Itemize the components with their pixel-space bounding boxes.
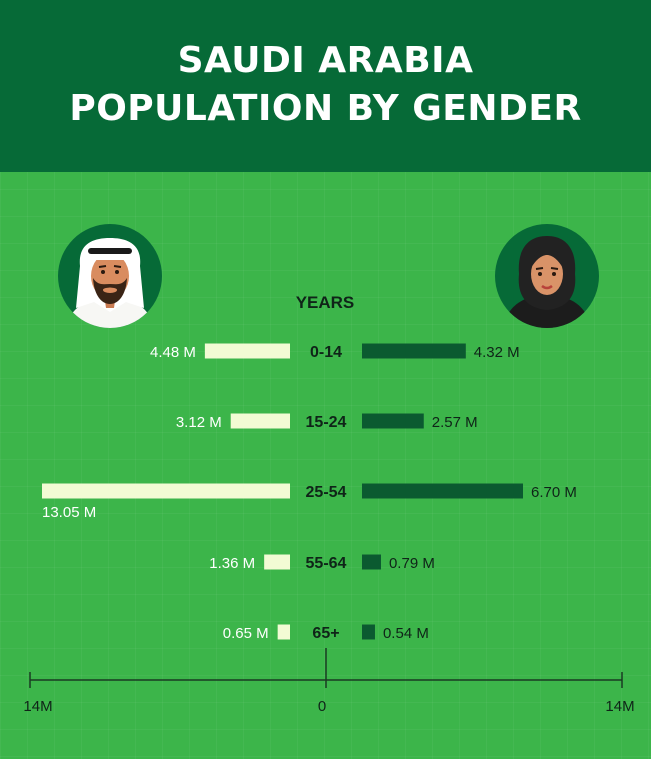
female-value-label-25-54: 6.70 M — [531, 484, 577, 501]
female-bar-15-24 — [362, 413, 424, 429]
header-banner: SAUDI ARABIA POPULATION BY GENDER — [0, 0, 651, 172]
woman-avatar-icon — [495, 224, 599, 328]
male-bar-55-64 — [264, 554, 290, 570]
male-value-label-0-14: 4.48 M — [150, 344, 196, 361]
title-line-1: SAUDI ARABIA — [177, 40, 474, 81]
male-bar-65+ — [277, 624, 290, 640]
male-value-label-55-64: 1.36 M — [209, 555, 255, 572]
female-bar-0-14 — [362, 343, 466, 359]
axis-tick-label-2: 14M — [605, 698, 634, 715]
female-bar-65+ — [362, 624, 375, 640]
axis-tick-label-0: 14M — [23, 698, 52, 715]
man-avatar-icon — [58, 224, 162, 328]
male-bar-15-24 — [230, 413, 290, 429]
female-value-label-15-24: 2.57 M — [432, 414, 478, 431]
category-header: YEARS — [295, 293, 355, 312]
female-bar-25-54 — [362, 483, 523, 499]
category-label-0-14: 0-14 — [310, 344, 342, 361]
female-value-label-0-14: 4.32 M — [474, 344, 520, 361]
category-label-55-64: 55-64 — [306, 555, 347, 572]
male-bar-0-14 — [204, 343, 290, 359]
category-label-25-54: 25-54 — [306, 484, 347, 501]
male-value-label-25-54: 13.05 M — [42, 504, 96, 521]
category-label-65+: 65+ — [312, 625, 339, 642]
axis-tick-label-1: 0 — [318, 698, 326, 715]
female-value-label-55-64: 0.79 M — [389, 555, 435, 572]
title-line-2: POPULATION BY GENDER — [69, 88, 582, 129]
male-value-label-15-24: 3.12 M — [176, 414, 222, 431]
category-label-15-24: 15-24 — [306, 414, 347, 431]
female-bar-55-64 — [362, 554, 381, 570]
female-value-label-65+: 0.54 M — [383, 625, 429, 642]
male-value-label-65+: 0.65 M — [223, 625, 269, 642]
male-bar-25-54 — [42, 483, 290, 499]
